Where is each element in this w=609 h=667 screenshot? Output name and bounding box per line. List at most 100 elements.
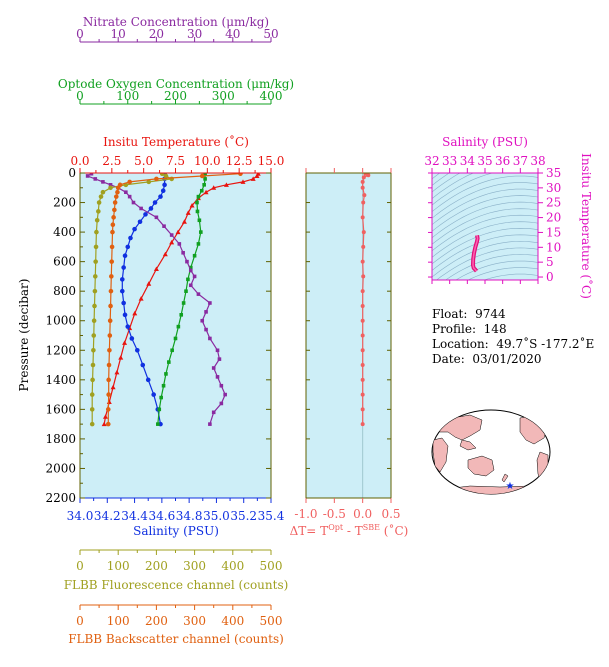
ts-density-contour (432, 227, 538, 265)
oxygen-point (159, 395, 163, 400)
backscatter-point (113, 194, 119, 199)
oxygen-tick-label: 0 (76, 89, 84, 103)
temperature-axis: 0.0 2.5 5.0 7.5 10.0 12.5 15.0 (70, 154, 284, 174)
salinity-point (119, 277, 125, 282)
ts-temperature-tick-label: 15 (546, 225, 561, 239)
backscatter-tick-label: 500 (260, 614, 283, 628)
ts-density-contour (432, 182, 538, 219)
ts-series-layer (471, 235, 480, 273)
nitrate-point (204, 310, 208, 314)
pressure-axis-title: Pressure (decibar) (17, 279, 31, 392)
delta-t-point (361, 230, 366, 235)
delta-t-point (360, 407, 365, 412)
fluorescence-point (93, 244, 99, 250)
oxygen-series (156, 173, 207, 426)
ts-temperature-tick-label: 20 (546, 211, 561, 225)
temperature-point (169, 239, 175, 245)
delta-t-point (360, 185, 365, 190)
fluorescence-point (94, 229, 99, 235)
temperature-point (211, 185, 217, 190)
pressure-tick-label: 400 (53, 225, 76, 239)
nitrate-tick-label: 20 (149, 27, 164, 41)
nitrate-point (89, 173, 94, 176)
temperature-point (223, 182, 229, 187)
ts-salinity-tick-label: 33 (442, 154, 457, 168)
ts-temperature-tick-label: 5 (546, 255, 554, 269)
ts-salinity-tick-label: 35 (477, 154, 492, 168)
nitrate-point (219, 401, 224, 406)
date-row: Date: 03/01/2020 (432, 352, 594, 367)
nitrate-point (131, 200, 136, 205)
ts-salinity-tick-label: 37 (513, 154, 528, 168)
temperature-point (185, 210, 191, 215)
temperature-point (250, 176, 256, 181)
fluorescence-point (146, 179, 152, 185)
delta-t-point (360, 377, 365, 382)
ts-salinity-tick-label: 38 (530, 154, 545, 168)
salinity-tick-label: 35.0 (203, 509, 230, 523)
nitrate-tick-label: 30 (187, 27, 202, 41)
backscatter-point (106, 392, 111, 397)
ts-density-contour (432, 234, 538, 271)
float-location-marker: ★ (506, 481, 515, 492)
salinity-point (125, 324, 131, 329)
oxygen-point (164, 372, 168, 376)
oxygen-point (203, 177, 207, 181)
backscatter-point (154, 176, 159, 182)
nitrate-point (127, 194, 132, 199)
oxygen-point (173, 336, 178, 341)
salinity-point (143, 212, 148, 217)
backscatter-point (105, 407, 111, 412)
nitrate-point (215, 375, 220, 379)
date-label: Date: (432, 352, 465, 366)
float-value: 9744 (475, 307, 506, 321)
ts-density-contour (445, 254, 538, 280)
fluorescence-point (89, 407, 95, 412)
fluorescence-tick-label: 400 (221, 559, 244, 573)
ts-salinity-tick-label: 34 (460, 154, 476, 168)
fluorescence-point (89, 392, 95, 397)
oxygen-tick-label: 400 (260, 89, 283, 103)
oxygen-point (196, 242, 201, 246)
pressure-tick-label: 1000 (45, 314, 76, 328)
temperature-tick-label: 5.0 (134, 154, 153, 168)
backscatter-point (107, 347, 112, 353)
temperature-point (203, 189, 209, 195)
backscatter-point (238, 173, 243, 177)
temperature-tick-label: 7.5 (166, 154, 185, 168)
map-land-antarctica (444, 485, 546, 494)
delta-t-point (360, 333, 365, 338)
date-value: 03/01/2020 (472, 352, 542, 366)
ts-density-contour (432, 173, 494, 206)
ts-salinity-tick-label: 36 (495, 154, 510, 168)
nitrate-point (154, 215, 159, 220)
salinity-tick-label: 34.0 (67, 509, 94, 523)
salinity-tick-label: 34.8 (176, 509, 203, 523)
nitrate-point (188, 268, 193, 273)
ts-temperature-tick-label: 30 (546, 181, 561, 195)
ts-density-contour (432, 173, 461, 193)
backscatter-point (111, 215, 116, 220)
salinity-tick-label: 35.4 (258, 509, 285, 523)
ts-density-contour (432, 175, 538, 212)
delta-t-point (366, 173, 371, 178)
fluorescence-tick-label: 500 (260, 559, 283, 573)
nitrate-point (208, 422, 212, 426)
fluorescence-point (90, 362, 96, 368)
salinity-tick-label: 34.2 (94, 509, 121, 523)
ts-salinity-axis-title: Salinity (PSU) (442, 135, 528, 149)
backscatter-point (107, 333, 113, 338)
delta-t-point (362, 193, 367, 198)
pressure-tick-label: 200 (53, 196, 76, 210)
salinity-point (122, 312, 128, 318)
ts-density-contour (432, 201, 538, 239)
backscatter-point (109, 259, 115, 264)
temperature-tick-label: 10.0 (194, 154, 221, 168)
fluorescence-tick-label: 200 (145, 559, 168, 573)
nitrate-point (208, 336, 212, 341)
nitrate-axis: 0 10 20 30 40 50 (76, 27, 279, 43)
pressure-axis: 0 200 400 600 800 1000 1200 1400 1600 1800 2000 220… (45, 166, 271, 505)
backscatter-point (110, 229, 115, 235)
location-row: Location: 49.7˚S -177.2˚E (432, 337, 594, 352)
